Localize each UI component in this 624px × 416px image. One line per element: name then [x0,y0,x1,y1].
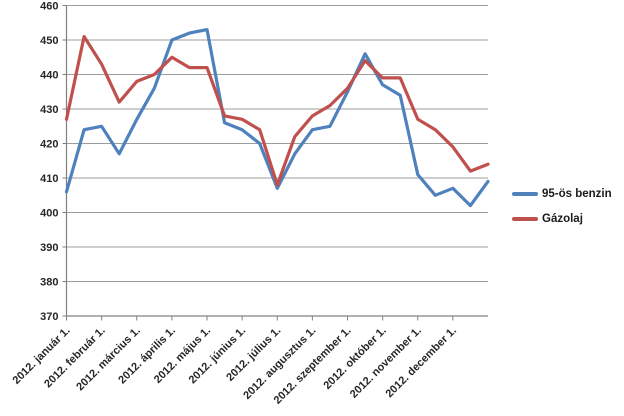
gazolaj-series-swatch-icon [512,217,538,221]
gridlines [66,5,488,317]
series-line-0[interactable] [64,28,490,208]
x-tick-label-11: 2012. december 1. [383,325,459,401]
y-tick-label-420: 420 [40,139,58,151]
legend-label-gazolaj: Gázolaj [542,213,583,225]
y-tick-label-370: 370 [40,311,58,323]
benzin-series-swatch-icon [512,192,538,196]
legend-label-benzin: 95-ös benzin [542,188,612,200]
legend-item-95-os-benzin[interactable]: 95-ös benzin [512,186,612,202]
x-tick-label-9: 2012. október 1. [321,325,388,392]
y-tick-label-440: 440 [40,70,58,82]
y-axis: 370 380 390 400 410 420 430 440 450 460 [40,1,68,323]
y-tick-label-460: 460 [40,1,58,13]
y-tick-label-380: 380 [40,277,58,289]
x-tick-label-1: 2012. február 1. [42,325,108,391]
x-tick-label-2: 2012. március 1. [74,325,143,394]
x-axis: 2012. január 1.2012. február 1.2012. már… [11,315,488,407]
y-tick-label-410: 410 [40,173,58,185]
series-lines [64,28,490,208]
y-tick-label-390: 390 [40,242,58,254]
y-tick-label-400: 400 [40,208,58,220]
legend: 95-ös benzin Gázolaj [512,186,612,236]
series-line-1[interactable] [64,34,490,187]
y-tick-label-450: 450 [40,35,58,47]
legend-item-gazolaj[interactable]: Gázolaj [512,211,612,227]
y-tick-label-430: 430 [40,104,58,116]
